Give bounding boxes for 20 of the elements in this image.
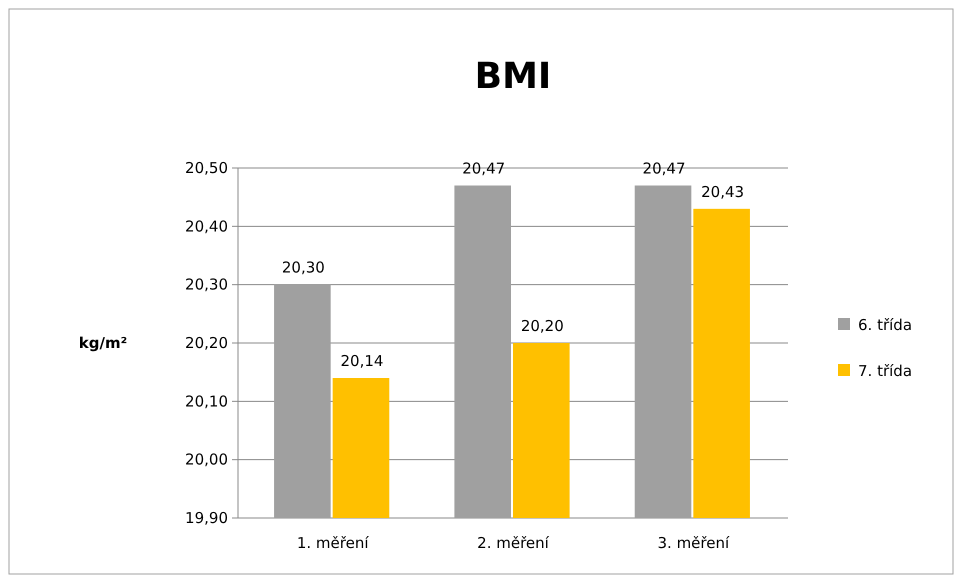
y-tick-label: 20,20 (185, 334, 228, 352)
y-tick-label: 20,50 (185, 159, 228, 177)
x-tick-label: 1. měření (296, 534, 370, 552)
legend-label: 7. třída (858, 362, 912, 380)
chart-title: BMI (474, 56, 552, 97)
y-tick-label: 20,30 (185, 276, 228, 294)
data-label: 20,30 (282, 258, 325, 277)
data-label: 20,47 (462, 160, 506, 178)
legend-label: 6. třída (858, 316, 912, 334)
data-label: 20,43 (701, 182, 744, 201)
x-tick-label: 2. měření (477, 534, 550, 552)
y-tick-label: 19,90 (185, 509, 228, 527)
y-tick-label: 20,00 (185, 450, 228, 469)
data-label: 20,47 (642, 160, 686, 178)
data-label: 20,14 (340, 352, 384, 370)
y-tick-label: 20,40 (185, 217, 228, 236)
data-label: 20,20 (520, 317, 564, 335)
x-tick-label: 3. měření (657, 534, 730, 552)
y-axis-title: kg/m² (78, 334, 128, 352)
y-tick-label: 20,10 (185, 392, 228, 410)
